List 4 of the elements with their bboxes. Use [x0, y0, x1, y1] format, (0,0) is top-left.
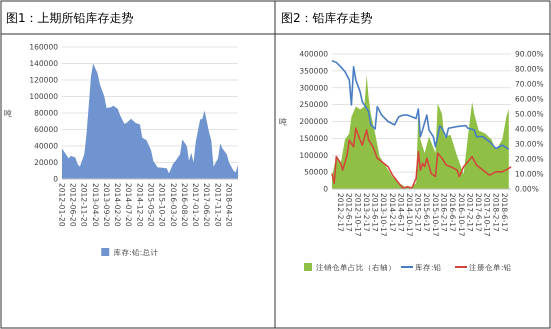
- chart-title: 图2：铅库存走势: [281, 11, 373, 25]
- y-axis-title: 吨: [279, 118, 287, 126]
- chart-title: 图1：上期所铅库存走势: [6, 11, 134, 25]
- y-axis-title: 吨: [4, 109, 12, 118]
